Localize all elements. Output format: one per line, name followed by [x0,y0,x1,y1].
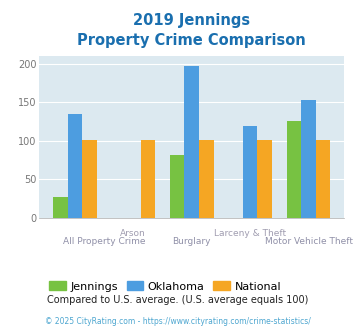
Bar [316,140,331,218]
Text: Compared to U.S. average. (U.S. average equals 100): Compared to U.S. average. (U.S. average … [47,295,308,305]
Text: Larceny & Theft: Larceny & Theft [214,229,286,238]
Text: Motor Vehicle Theft: Motor Vehicle Theft [264,237,353,246]
Bar [67,114,82,218]
Bar [184,66,199,218]
Bar [53,197,67,218]
Title: 2019 Jennings
Property Crime Comparison: 2019 Jennings Property Crime Comparison [77,13,306,48]
Bar [170,155,184,218]
Bar [257,140,272,218]
Bar [199,140,214,218]
Bar [82,140,97,218]
Text: Burglary: Burglary [173,237,211,246]
Text: All Property Crime: All Property Crime [63,237,145,246]
Text: © 2025 CityRating.com - https://www.cityrating.com/crime-statistics/: © 2025 CityRating.com - https://www.city… [45,317,310,326]
Bar [286,121,301,218]
Bar [141,140,155,218]
Text: Arson: Arson [120,229,146,238]
Bar [301,100,316,218]
Legend: Jennings, Oklahoma, National: Jennings, Oklahoma, National [45,277,286,296]
Bar [243,126,257,218]
